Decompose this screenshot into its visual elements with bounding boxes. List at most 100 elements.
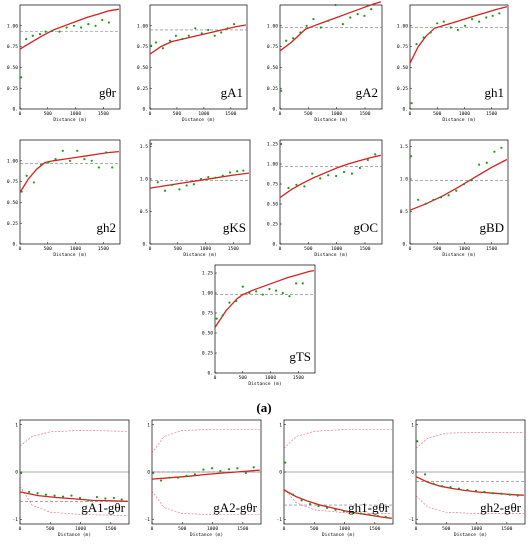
x-tick-label: 500 bbox=[44, 246, 53, 252]
y-tick-label: 0.50 bbox=[267, 65, 278, 71]
x-tick-label: 1000 bbox=[331, 246, 342, 252]
y-tick-label: 0. bbox=[402, 107, 408, 113]
x-tick-label: 0 bbox=[283, 526, 286, 532]
data-point bbox=[284, 461, 287, 464]
data-point bbox=[187, 34, 190, 37]
data-point bbox=[248, 291, 251, 295]
y-tick-label: -1 bbox=[144, 517, 150, 523]
panel-label: gθr bbox=[99, 85, 117, 100]
x-tick-label: 1500 bbox=[501, 526, 512, 532]
plot-frame bbox=[149, 139, 251, 245]
data-point bbox=[227, 468, 231, 471]
data-point bbox=[436, 22, 439, 25]
data-point bbox=[410, 102, 413, 105]
y-tick-label: 1.5 bbox=[400, 144, 409, 150]
x-tick-label: 1500 bbox=[293, 375, 304, 381]
data-point bbox=[44, 30, 47, 33]
x-tick-label: 1500 bbox=[225, 111, 236, 117]
y-tick-label: 1.5 bbox=[140, 144, 149, 150]
data-point bbox=[415, 43, 418, 46]
data-point bbox=[207, 28, 210, 32]
data-point bbox=[232, 23, 236, 26]
data-point bbox=[80, 26, 83, 29]
x-tick-label: 1500 bbox=[369, 526, 380, 532]
data-point bbox=[27, 490, 31, 493]
x-tick-label: 1500 bbox=[237, 526, 248, 532]
x-axis-label: Distance (m) bbox=[53, 252, 86, 258]
data-point bbox=[181, 38, 184, 41]
data-point bbox=[200, 177, 203, 181]
data-point bbox=[327, 19, 330, 22]
model-curve bbox=[19, 491, 128, 502]
plot-frame bbox=[279, 4, 383, 110]
data-point bbox=[423, 473, 427, 476]
y-tick-label: 1.00 bbox=[267, 23, 278, 29]
data-point bbox=[149, 44, 153, 47]
data-point bbox=[241, 285, 244, 288]
data-point bbox=[449, 486, 452, 489]
model-curve bbox=[151, 469, 260, 480]
x-tick-label: 1500 bbox=[486, 246, 497, 252]
data-point bbox=[38, 33, 42, 36]
data-point bbox=[478, 20, 481, 23]
x-tick-label: 0 bbox=[151, 526, 154, 532]
panel-g-a1: 0. 0.25 0.50 0.75 1.00 0 500 1000 1500 Distance (… bbox=[137, 4, 248, 123]
data-point bbox=[432, 482, 435, 485]
data-point bbox=[350, 172, 354, 175]
data-point bbox=[429, 31, 432, 34]
x-tick-label: 1500 bbox=[105, 526, 116, 532]
envelope-upper-line bbox=[415, 432, 524, 449]
data-point bbox=[213, 34, 216, 37]
x-tick-label: 1000 bbox=[70, 246, 81, 252]
y-tick-label: 0.25 bbox=[267, 86, 278, 92]
y-tick-label: 0.50 bbox=[7, 200, 18, 206]
x-tick-label: 1000 bbox=[265, 375, 276, 381]
x-tick-label: 0 bbox=[19, 526, 22, 532]
y-tick-label: 0.5 bbox=[400, 209, 409, 215]
model-curve bbox=[415, 476, 524, 496]
y-tick-label: 1.00 bbox=[202, 291, 213, 297]
x-tick-label: 500 bbox=[173, 111, 182, 117]
x-tick-label: 1000 bbox=[198, 111, 209, 117]
model-curve bbox=[279, 154, 382, 199]
data-point bbox=[508, 493, 511, 496]
data-point bbox=[456, 28, 460, 32]
y-tick-label: 0.50 bbox=[7, 65, 18, 71]
data-point bbox=[493, 150, 496, 153]
model-curve bbox=[19, 150, 119, 193]
data-point bbox=[491, 492, 495, 495]
y-tick-label: 0. bbox=[402, 242, 408, 248]
y-tick-label: 1.00 bbox=[7, 23, 18, 29]
data-point bbox=[236, 170, 239, 173]
y-tick-label: 0.50 bbox=[267, 202, 278, 208]
data-point bbox=[470, 179, 473, 182]
data-point bbox=[288, 295, 291, 298]
data-point bbox=[44, 493, 48, 496]
y-tick-label: 0 bbox=[279, 470, 282, 476]
x-axis-label: Distance (m) bbox=[53, 117, 86, 123]
x-tick-label: 500 bbox=[433, 246, 442, 252]
data-point bbox=[432, 198, 435, 201]
data-point bbox=[261, 293, 264, 296]
x-tick-label: 1500 bbox=[98, 111, 109, 117]
data-point bbox=[202, 468, 205, 471]
data-point bbox=[485, 16, 488, 19]
data-point bbox=[285, 39, 288, 42]
data-point bbox=[36, 492, 39, 495]
data-point bbox=[368, 513, 371, 516]
data-point bbox=[449, 26, 452, 29]
y-tick-label: 0.25 bbox=[267, 222, 278, 228]
y-tick-label: -1 bbox=[408, 517, 414, 523]
y-tick-label: 0.25 bbox=[7, 86, 18, 92]
x-tick-label: 1500 bbox=[228, 246, 239, 252]
x-tick-label: 500 bbox=[433, 111, 442, 117]
data-point bbox=[359, 512, 363, 515]
data-point bbox=[500, 146, 503, 149]
data-point bbox=[384, 515, 387, 519]
data-point bbox=[485, 161, 488, 164]
data-point bbox=[442, 20, 445, 23]
x-axis-label: Distance (m) bbox=[314, 117, 347, 123]
data-point bbox=[235, 299, 238, 303]
x-axis-label: Distance (m) bbox=[442, 252, 475, 258]
